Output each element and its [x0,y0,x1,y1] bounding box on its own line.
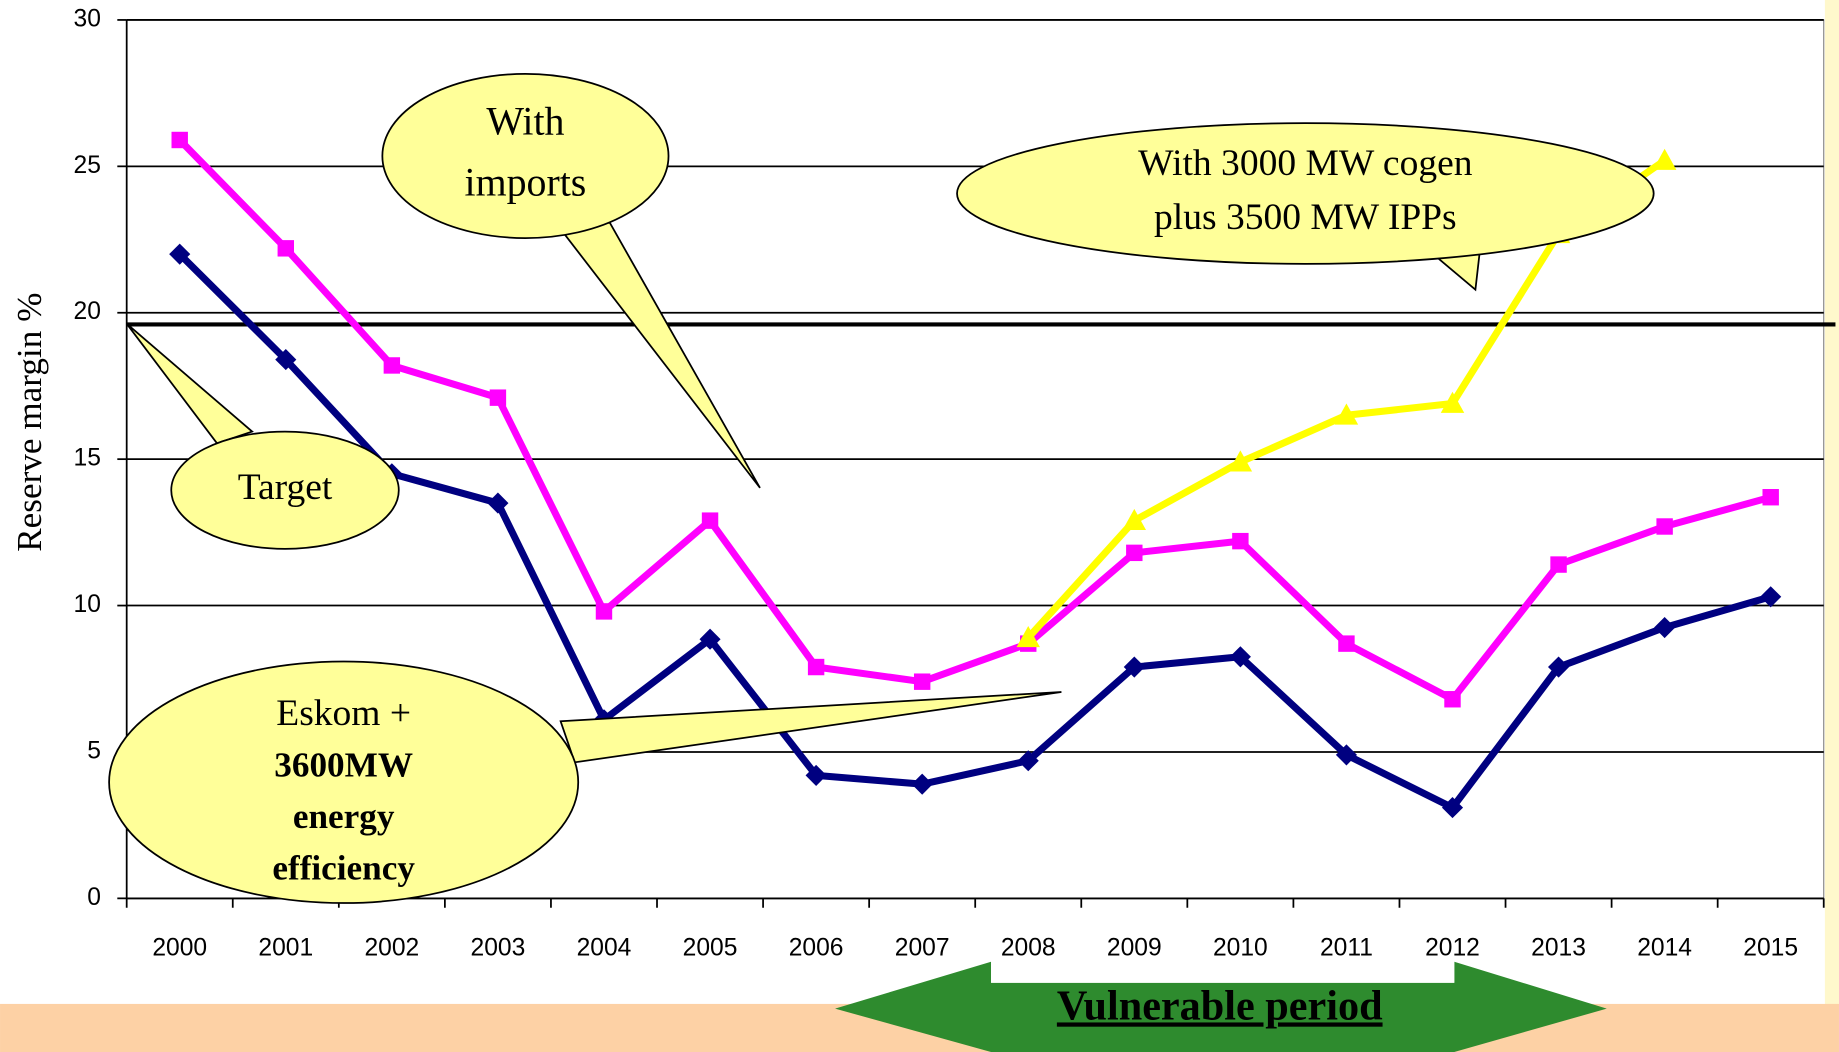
callout [108,660,580,904]
callout [381,73,670,239]
x-tick-label: 2007 [895,934,950,961]
callout-text: efficiency [272,848,415,887]
marker [911,773,933,795]
period-arrow: Vulnerable period [835,961,1607,1052]
marker [1652,148,1677,170]
marker [1550,556,1567,573]
series-line [177,137,1772,703]
arrow-gap [991,961,1455,983]
y-tick-label: 5 [87,737,101,764]
marker [1762,489,1779,506]
callout-text: Eskom + [276,693,411,734]
arrow [835,961,1607,1052]
marker [807,658,825,676]
marker [1126,544,1143,562]
marker [1440,391,1465,413]
x-tick-label: 2006 [789,934,844,961]
y-tick-label: 20 [74,298,101,325]
marker [805,764,827,786]
marker [1444,691,1461,708]
marker [913,673,931,690]
marker [1334,403,1359,425]
marker [1017,750,1039,772]
callout-text: Target [238,467,333,508]
marker [699,628,721,650]
side-band [1824,0,1839,1052]
marker [1654,616,1676,639]
callout-text: With [486,99,564,144]
x-tick-label: 2015 [1743,934,1798,961]
x-tick-label: 2013 [1531,934,1586,961]
y-axis-label: Reserve margin % [10,293,49,552]
marker [1122,508,1147,531]
marker [171,131,188,149]
marker [169,243,191,265]
x-tick-label: 2014 [1637,934,1692,961]
period-label: Vulnerable period [1057,982,1383,1029]
marker [1548,656,1570,678]
callout [170,430,400,550]
callout-text: With 3000 MW cogen [1138,143,1473,184]
x-tick-label: 2010 [1213,934,1268,961]
marker [701,512,719,529]
x-tick-label: 2009 [1107,934,1162,961]
marker [1656,518,1673,535]
marker [1338,635,1355,652]
x-tick-label: 2008 [1001,934,1056,961]
y-tick-label: 30 [74,5,101,32]
annotations: With imports Target Eskom + 3600MW energy effi… [108,73,1655,904]
x-tick-label: 2002 [364,934,419,961]
y-tick-label: 0 [87,884,101,911]
x-tick-label: 2011 [1320,934,1373,961]
y-tick-label: 15 [74,445,101,472]
marker [1229,646,1251,668]
callout-text: 3600MW [274,745,413,784]
series-line [177,251,1772,812]
marker [1123,656,1145,678]
x-tick-label: 2004 [577,934,632,961]
x-tick-label: 2003 [471,934,526,961]
callout-tail [559,691,1062,764]
marker [1232,532,1249,550]
callout-text: energy [293,797,395,836]
callout-text: plus 3500 MW IPPs [1154,197,1457,238]
marker [1016,626,1040,648]
callout-text: imports [465,160,587,205]
x-tick-label: 2012 [1425,934,1480,961]
callout [956,122,1655,265]
y-tick-label: 25 [74,152,101,179]
x-tick-label: 2000 [152,934,207,961]
marker [1441,797,1464,819]
x-tick-label: 2001 [258,934,313,961]
marker [595,603,613,620]
marker [1228,450,1253,472]
marker [277,240,294,257]
x-tick-label: 2005 [683,934,738,961]
marker [383,357,401,374]
y-tick-label: 10 [74,591,101,618]
marker [489,389,507,406]
marker [1335,744,1357,766]
